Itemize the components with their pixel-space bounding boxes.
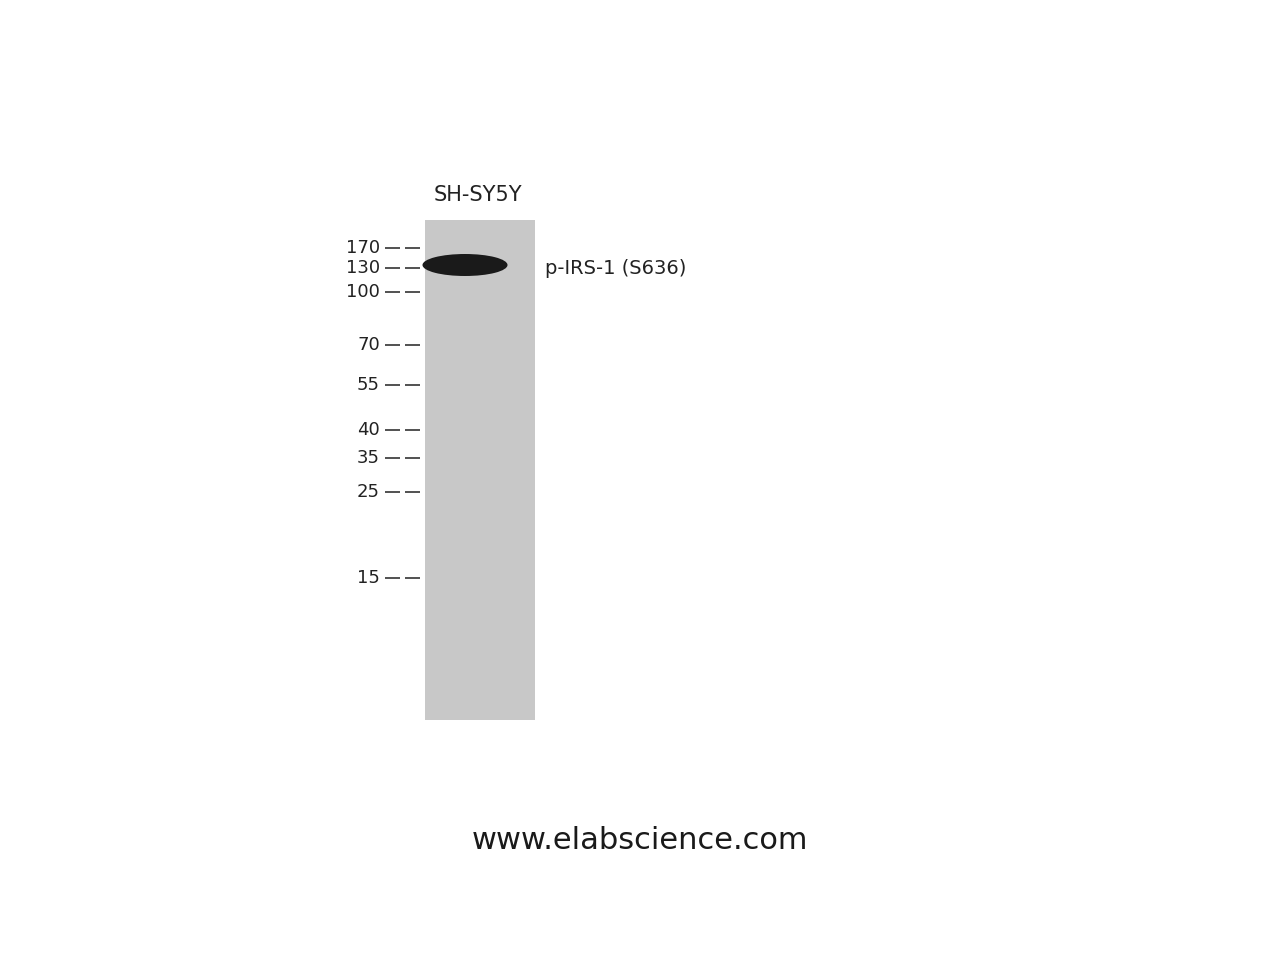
Text: p-IRS-1 (S636): p-IRS-1 (S636) xyxy=(545,259,686,278)
Text: 40: 40 xyxy=(357,421,380,439)
Text: 70: 70 xyxy=(357,336,380,354)
Text: SH-SY5Y: SH-SY5Y xyxy=(434,185,522,205)
Text: 35: 35 xyxy=(357,449,380,467)
Ellipse shape xyxy=(422,254,507,276)
Text: 25: 25 xyxy=(357,483,380,501)
Bar xyxy=(425,220,535,720)
Text: 100: 100 xyxy=(346,283,380,301)
Text: www.elabscience.com: www.elabscience.com xyxy=(472,825,808,855)
Text: 130: 130 xyxy=(346,259,380,277)
Text: 55: 55 xyxy=(357,376,380,394)
Text: 15: 15 xyxy=(357,569,380,587)
Text: 170: 170 xyxy=(346,239,380,257)
